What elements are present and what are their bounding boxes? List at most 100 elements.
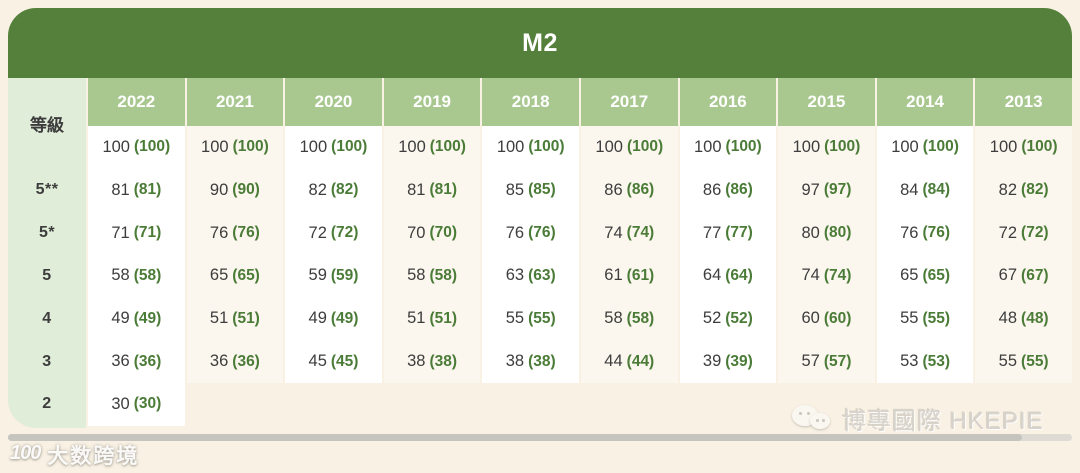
grade-column: 等級 5** 5* 5 4 3 2 — [8, 78, 86, 428]
table-cell: 70 (70) — [383, 211, 481, 255]
table-cell: 30 (30) — [88, 383, 185, 426]
table-cell: 74 (74) — [778, 254, 875, 298]
table-cell: 51 (51) — [383, 297, 481, 341]
grade-label: 5* — [38, 224, 56, 242]
table-cell: 60 (60) — [778, 297, 875, 341]
year-header: 2016 — [679, 78, 777, 126]
table-cell: 36 (36) — [186, 340, 284, 384]
table-cell: 100 (100) — [876, 126, 974, 169]
table-cell: 48 (48) — [975, 297, 1072, 341]
table-cell: 64 (64) — [679, 254, 777, 298]
table-cell: 100 (100) — [679, 126, 777, 169]
table-cell: 100 (100) — [186, 126, 284, 169]
table-cell: 58 (58) — [580, 297, 678, 341]
table-cell — [187, 383, 284, 426]
grade-label: 2 — [42, 395, 52, 413]
year-column: 2021 100 (100) 90 (90) 76 (76) 65 (65) 51 (51) 36 (3… — [186, 78, 284, 426]
grade-label: 4 — [42, 309, 52, 327]
table-cell — [482, 383, 579, 426]
grade-label: 3 — [42, 352, 52, 370]
grade-label: 5** — [35, 181, 59, 199]
year-column: 2017 100 (100) 86 (86) 74 (74) 61 (61) 58 (58) 44 (4… — [580, 78, 678, 426]
watermark-hkepie: 博專國際 HKEPIE — [792, 401, 1044, 436]
data-columns: 2022 100 (100) 81 (81) 71 (71) 58 (58) 49 (49) 36 (3… — [88, 78, 1072, 426]
table-cell — [285, 383, 382, 426]
table-title: M2 — [522, 28, 558, 57]
table-cell: 63 (63) — [482, 254, 579, 298]
year-column: 2013 100 (100) 82 (82) 72 (72) 67 (67) 48 (48) 55 (5… — [975, 78, 1072, 426]
table-cell: 100 (100) — [88, 126, 185, 169]
table-cell: 80 (80) — [778, 211, 875, 255]
table-cell: 36 (36) — [88, 340, 185, 384]
wechat-icon — [792, 403, 834, 435]
table-cell — [680, 383, 777, 426]
table-cell: 45 (45) — [285, 340, 382, 384]
table-cell: 58 (58) — [383, 254, 481, 298]
table-cell: 100 (100) — [975, 126, 1072, 169]
grade-labels: 5** 5* 5 4 3 2 — [8, 126, 86, 426]
year-header: 2015 — [778, 78, 875, 126]
table-cell: 67 (67) — [975, 254, 1072, 298]
table-cell: 76 (76) — [876, 211, 974, 255]
table-cell: 82 (82) — [285, 168, 382, 212]
year-column: 2016 100 (100) 86 (86) 77 (77) 64 (64) 52 (52) 39 (3… — [679, 78, 777, 426]
table-cell: 100 (100) — [580, 126, 678, 169]
table-cell: 71 (71) — [88, 211, 185, 255]
scrollbar-thumb[interactable] — [8, 434, 1022, 441]
table-cell: 72 (72) — [285, 211, 382, 255]
table-cell: 97 (97) — [778, 168, 875, 212]
table-cell: 44 (44) — [580, 340, 678, 384]
watermark-left-text: 大数跨境 — [47, 445, 140, 468]
table-cell: 61 (61) — [580, 254, 678, 298]
year-header: 2013 — [975, 78, 1072, 126]
table-cell — [581, 383, 678, 426]
table-cell: 84 (84) — [876, 168, 974, 212]
table-cell: 100 (100) — [778, 126, 875, 169]
table-cell: 49 (49) — [88, 297, 185, 341]
table-cell: 85 (85) — [482, 168, 579, 212]
year-header: 2022 — [88, 78, 185, 126]
year-header: 2014 — [876, 78, 974, 126]
table-cell: 59 (59) — [285, 254, 382, 298]
grade-label: 5 — [42, 266, 52, 284]
table-cell: 49 (49) — [285, 297, 382, 341]
year-header: 2021 — [186, 78, 284, 126]
table-cell: 52 (52) — [679, 297, 777, 341]
table-cell: 100 (100) — [482, 126, 579, 169]
table-cell: 90 (90) — [186, 168, 284, 212]
table-cell: 81 (81) — [383, 168, 481, 212]
year-header: 2020 — [285, 78, 382, 126]
table-cell: 76 (76) — [186, 211, 284, 255]
table-cell: 65 (65) — [186, 254, 284, 298]
year-column: 2022 100 (100) 81 (81) 71 (71) 58 (58) 49 (49) 36 (3… — [88, 78, 185, 426]
year-column: 2015 100 (100) 97 (97) 80 (80) 74 (74) 60 (60) 57 (5… — [778, 78, 875, 426]
table-cell: 53 (53) — [876, 340, 974, 384]
table-cell — [384, 383, 481, 426]
table-cell: 57 (57) — [778, 340, 875, 384]
table-cell: 72 (72) — [975, 211, 1072, 255]
dashu-logo-icon: 100 — [10, 441, 41, 464]
table-cell: 100 (100) — [383, 126, 481, 169]
table-cell: 81 (81) — [88, 168, 185, 212]
grade-column-header: 等級 — [30, 115, 64, 135]
table-cell: 77 (77) — [679, 211, 777, 255]
table-cell: 55 (55) — [876, 297, 974, 341]
table-cell: 55 (55) — [975, 340, 1072, 384]
table-cell: 58 (58) — [88, 254, 185, 298]
table-cell: 38 (38) — [482, 340, 579, 384]
year-column: 2018 100 (100) 85 (85) 76 (76) 63 (63) 55 (55) 38 (3… — [482, 78, 579, 426]
table-cell: 86 (86) — [580, 168, 678, 212]
year-column: 2019 100 (100) 81 (81) 70 (70) 58 (58) 51 (51) 38 (3… — [383, 78, 481, 426]
year-column: 2020 100 (100) 82 (82) 72 (72) 59 (59) 49 (49) 45 (4… — [285, 78, 382, 426]
year-column: 2014 100 (100) 84 (84) 76 (76) 65 (65) 55 (55) 53 (5… — [876, 78, 974, 426]
table-title-bar: M2 — [8, 8, 1072, 78]
table-cell: 38 (38) — [383, 340, 481, 384]
table-cell: 55 (55) — [482, 297, 579, 341]
year-header: 2019 — [383, 78, 481, 126]
year-header: 2017 — [580, 78, 678, 126]
table-cell: 76 (76) — [482, 211, 579, 255]
table-cell: 100 (100) — [285, 126, 382, 169]
horizontal-scrollbar[interactable] — [8, 434, 1072, 441]
table-cell: 74 (74) — [580, 211, 678, 255]
